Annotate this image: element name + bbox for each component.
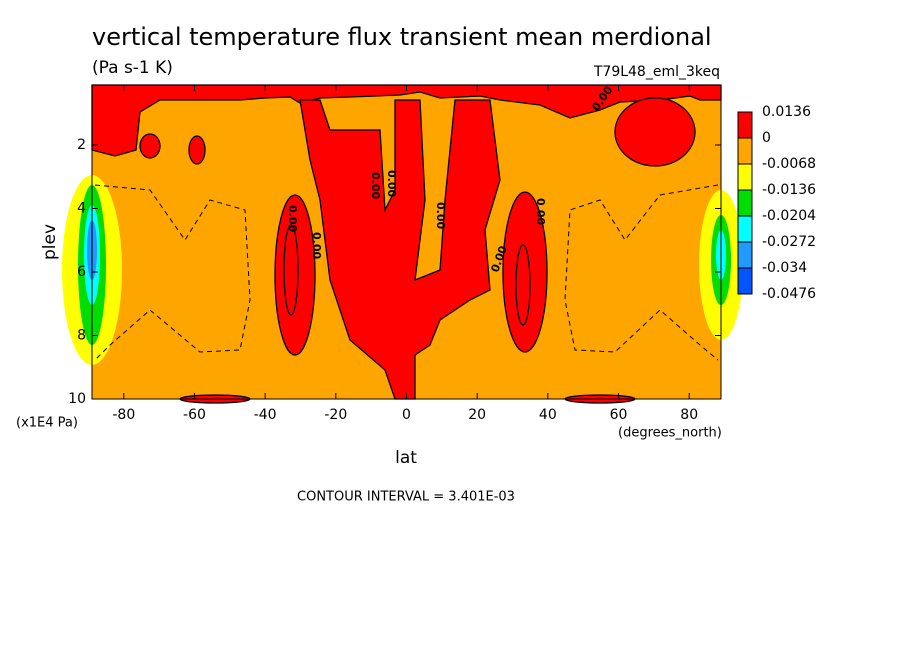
y-axis-label: plev	[40, 224, 60, 260]
contour-region	[283, 224, 299, 316]
x-axis-label: lat	[395, 448, 417, 468]
units: (Pa s-1 K)	[92, 58, 173, 78]
colorbar-label: -0.0068	[762, 156, 816, 172]
contour-label: 0.00	[286, 205, 299, 232]
x-tick-label: 40	[539, 407, 557, 423]
contour-label: 0.00	[434, 202, 447, 229]
contour-region	[91, 84, 722, 157]
colorbar-label: -0.0272	[762, 234, 816, 250]
colorbar-box	[737, 137, 753, 165]
y-tick-label: 8	[77, 328, 86, 344]
contour-region	[502, 191, 548, 353]
dataset: T79L48_eml_3keq	[593, 64, 720, 80]
contour-label: 0.00	[385, 170, 398, 197]
chart-title: vertical temperature flux transient mean…	[92, 23, 712, 51]
x-tick-label: 80	[680, 407, 698, 423]
contour-region	[139, 133, 161, 159]
x-tick-label: -40	[254, 407, 277, 423]
x-tick-label: -60	[183, 407, 206, 423]
x-units: (degrees_north)	[618, 426, 722, 441]
contour-region	[274, 194, 316, 356]
x-tick-label: -80	[112, 407, 135, 423]
contour-region	[299, 99, 501, 400]
colorbar-label: 0.0136	[762, 104, 811, 120]
colorbar-box	[737, 111, 753, 139]
y-tick-label: 10	[68, 391, 86, 407]
colorbar-box	[737, 241, 753, 269]
contour-region	[188, 135, 206, 165]
contour-region	[614, 97, 696, 167]
x-tick-label: 0	[402, 407, 411, 423]
colorbar-box	[737, 163, 753, 191]
x-tick-label: -20	[324, 407, 347, 423]
colorbar-box	[737, 189, 753, 217]
plot-area	[62, 84, 743, 404]
colorbar-label: -0.0476	[762, 286, 816, 302]
colorbar-box	[737, 215, 753, 243]
y-tick-label: 2	[77, 137, 86, 153]
contour-label: 0.00	[369, 172, 382, 199]
contour-label: 0.00	[310, 232, 323, 259]
y-tick-label: 4	[77, 201, 86, 217]
x-tick-label: 20	[468, 407, 486, 423]
contour-line	[94, 184, 251, 361]
colorbar-box	[737, 267, 753, 295]
y-units: (x1E4 Pa)	[16, 416, 78, 431]
y-tick-label: 6	[77, 264, 86, 280]
contour-interval: CONTOUR INTERVAL = 3.401E-03	[297, 490, 515, 505]
colorbar-label: -0.0204	[762, 208, 816, 224]
colorbar-label: 0	[762, 130, 771, 146]
x-tick-label: 60	[610, 407, 628, 423]
contour-region	[515, 244, 531, 326]
contour-label: 0.00	[534, 198, 547, 225]
colorbar-label: -0.0136	[762, 182, 816, 198]
colorbar-label: -0.034	[762, 260, 807, 276]
